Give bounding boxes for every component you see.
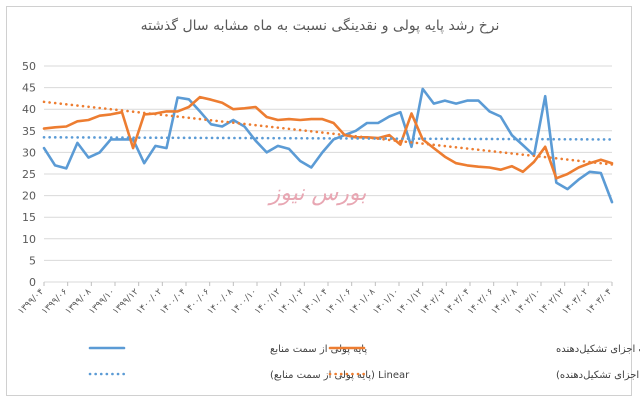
y-tick-label: 0 (29, 276, 36, 289)
series-line-1 (42, 95, 614, 180)
y-tick-label: 45 (22, 82, 36, 95)
y-tick-label: 40 (22, 103, 36, 116)
y-tick-label: 35 (22, 125, 36, 138)
chart-title: نرخ رشد پایه پولی و نقدینگی نسبت به ماه … (141, 17, 500, 34)
y-tick-label: 30 (22, 146, 36, 159)
x-tick-label: ۱۴۰۳/۰۴ (584, 287, 614, 317)
y-tick-label: 20 (22, 190, 36, 203)
legend-label-3: Linear (نقدینگی برحسب اجزای تشکیل‌دهنده) (556, 369, 640, 381)
series-line-0 (42, 87, 614, 204)
watermark-annotation: بورس نیوز (267, 181, 367, 206)
chart-frame (6, 6, 632, 396)
y-tick-label: 25 (22, 168, 36, 181)
trendline-2 (42, 135, 614, 141)
y-tick-label: 10 (22, 233, 36, 246)
y-tick-label: 15 (22, 211, 36, 224)
y-tick-label: 5 (29, 254, 36, 267)
y-tick-label: 50 (22, 60, 36, 73)
legend-label-0: پایه پولی از سمت منابع (270, 344, 367, 355)
legend-label-1: نقدینگی برحسب اجزای تشکیل‌دهنده (556, 343, 640, 355)
legend-label-2: Linear (پایه پولی از سمت منابع) (270, 370, 410, 381)
trendline-3 (42, 100, 614, 166)
